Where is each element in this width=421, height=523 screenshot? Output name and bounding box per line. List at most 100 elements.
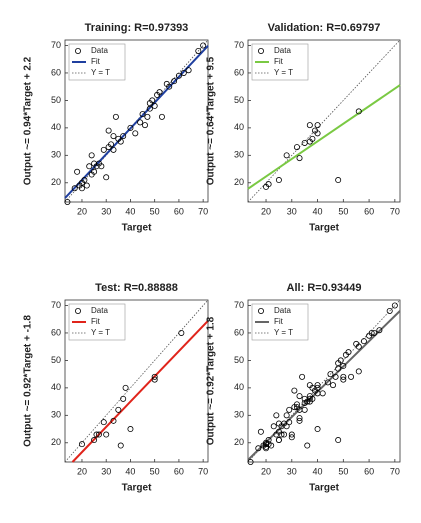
data-point bbox=[93, 431, 100, 438]
data-point bbox=[324, 379, 331, 386]
data-point bbox=[281, 431, 288, 438]
y-tick-label: 30 bbox=[234, 150, 244, 160]
legend-label: Y = T bbox=[91, 68, 110, 77]
data-point bbox=[293, 144, 300, 151]
x-tick-label: 50 bbox=[150, 206, 160, 216]
legend-label: Fit bbox=[91, 57, 101, 66]
data-point bbox=[286, 406, 293, 413]
data-point bbox=[371, 329, 378, 336]
x-tick-label: 60 bbox=[174, 466, 184, 476]
y-tick-label: 50 bbox=[51, 95, 61, 105]
fit-line bbox=[71, 320, 209, 463]
legend-label: Fit bbox=[274, 57, 284, 66]
legend-marker bbox=[257, 307, 264, 314]
data-point bbox=[74, 168, 81, 175]
x-tick-label: 30 bbox=[287, 466, 297, 476]
y-axis-label: Output ~= 0.64*Target + 9.5 bbox=[206, 56, 217, 185]
data-point bbox=[296, 393, 303, 400]
x-tick-label: 50 bbox=[150, 466, 160, 476]
data-point bbox=[108, 141, 115, 148]
x-axis-label: Target bbox=[309, 483, 339, 494]
x-tick-label: 70 bbox=[390, 206, 400, 216]
data-point bbox=[291, 387, 298, 394]
legend-label: Data bbox=[274, 46, 291, 55]
x-axis-label: Target bbox=[122, 483, 152, 494]
y-tick-label: 60 bbox=[51, 327, 61, 337]
data-point bbox=[81, 177, 88, 184]
data-point bbox=[120, 133, 127, 140]
data-point bbox=[98, 163, 105, 170]
data-point bbox=[355, 343, 362, 350]
x-tick-label: 20 bbox=[261, 206, 271, 216]
data-point bbox=[178, 329, 185, 336]
data-point bbox=[286, 419, 293, 426]
data-point bbox=[296, 415, 303, 422]
data-point bbox=[141, 122, 148, 129]
data-point bbox=[355, 368, 362, 375]
legend-label: Data bbox=[91, 306, 108, 315]
data-point bbox=[278, 431, 285, 438]
data-point bbox=[332, 373, 339, 380]
x-axis-label: Target bbox=[309, 223, 339, 234]
x-tick-label: 70 bbox=[198, 206, 208, 216]
y-tick-label: 70 bbox=[234, 40, 244, 50]
data-point bbox=[127, 426, 134, 433]
y-tick-label: 70 bbox=[234, 300, 244, 310]
x-axis-label: Target bbox=[122, 223, 152, 234]
x-tick-label: 30 bbox=[101, 206, 111, 216]
x-tick-label: 50 bbox=[338, 466, 348, 476]
fit-line bbox=[247, 84, 401, 190]
data-point bbox=[91, 437, 98, 444]
y-tick-label: 50 bbox=[234, 95, 244, 105]
legend-label: Fit bbox=[274, 317, 284, 326]
legend-label: Data bbox=[91, 46, 108, 55]
y-axis-label: Output ~= 0.92*Target + -1.8 bbox=[23, 315, 34, 447]
data-point bbox=[255, 445, 262, 452]
data-point bbox=[386, 307, 393, 314]
data-point bbox=[112, 113, 119, 120]
legend-label: Data bbox=[274, 306, 291, 315]
y-tick-label: 20 bbox=[51, 437, 61, 447]
x-tick-label: 60 bbox=[364, 206, 374, 216]
data-point bbox=[122, 384, 129, 391]
data-point bbox=[144, 113, 151, 120]
chart-title: Validation: R=0.69797 bbox=[268, 22, 381, 34]
data-point bbox=[91, 168, 98, 175]
y-tick-label: 40 bbox=[51, 122, 61, 132]
data-point bbox=[263, 441, 270, 448]
data-point bbox=[110, 417, 117, 424]
x-tick-label: 30 bbox=[101, 466, 111, 476]
data-point bbox=[314, 130, 321, 137]
y-tick-label: 20 bbox=[234, 437, 244, 447]
data-point bbox=[301, 406, 308, 413]
data-point bbox=[71, 185, 78, 192]
data-point bbox=[270, 423, 277, 430]
data-point bbox=[86, 163, 93, 170]
data-point bbox=[88, 152, 95, 159]
data-point bbox=[309, 395, 316, 402]
y-tick-label: 30 bbox=[51, 150, 61, 160]
data-point bbox=[110, 133, 117, 140]
data-point bbox=[158, 113, 165, 120]
y-tick-label: 60 bbox=[234, 327, 244, 337]
data-point bbox=[100, 146, 107, 153]
y-tick-label: 70 bbox=[51, 300, 61, 310]
legend-label: Y = T bbox=[274, 68, 293, 77]
data-point bbox=[296, 155, 303, 162]
data-point bbox=[151, 376, 158, 383]
data-point bbox=[117, 442, 124, 449]
data-point bbox=[149, 97, 156, 104]
data-point bbox=[78, 441, 85, 448]
x-tick-label: 40 bbox=[125, 466, 135, 476]
data-point bbox=[265, 441, 272, 448]
data-point bbox=[273, 412, 280, 419]
data-point bbox=[368, 329, 375, 336]
data-point bbox=[345, 349, 352, 356]
data-point bbox=[103, 431, 110, 438]
data-point bbox=[299, 373, 306, 380]
x-tick-label: 60 bbox=[364, 466, 374, 476]
x-tick-label: 40 bbox=[125, 206, 135, 216]
x-tick-label: 20 bbox=[77, 466, 87, 476]
y-axis-label: Output ~= 0.92*Target + 1.8 bbox=[206, 316, 217, 445]
fit-line bbox=[64, 45, 209, 199]
